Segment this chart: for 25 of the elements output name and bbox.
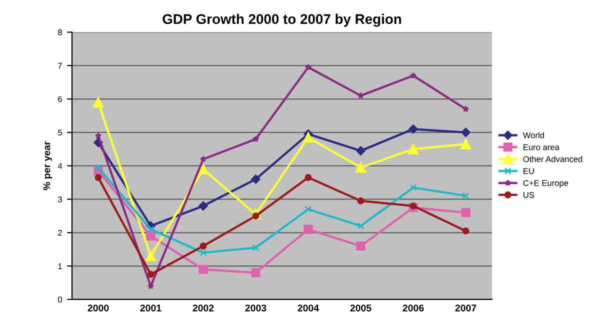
y-tick-label: 6 [58,96,62,102]
y-tick-label: 8 [58,29,62,36]
x-tick-label: 2001 [140,304,162,312]
legend-label: EU [524,168,534,174]
legend-label: C+E Europe [523,180,568,188]
y-tick-label: 2 [58,230,62,236]
x-tick-label: 2002 [192,304,214,312]
y-tick-label: 3 [58,196,62,202]
x-tick-label: 2007 [455,304,476,312]
legend-label: US [524,192,534,198]
y-axis-title: % per year [43,141,52,190]
x-tick-label: 2000 [88,304,109,312]
x-tick-label: 2006 [402,304,424,312]
y-tick-label: 4 [58,163,62,169]
x-tick-label: 2005 [350,304,372,312]
x-tick-label: 2003 [245,304,266,312]
x-tick-label: 2004 [298,304,320,312]
y-tick-label: 1 [58,263,62,270]
y-tick-label: 7 [58,62,62,69]
legend-label: World [522,132,544,138]
y-tick-label: 0 [58,296,62,303]
legend-label: Other Advanced [523,156,582,162]
chart-title: GDP Growth 2000 to 2007 by Region [162,14,402,27]
y-tick-label: 5 [58,130,62,136]
legend-label: Euro area [524,144,560,150]
